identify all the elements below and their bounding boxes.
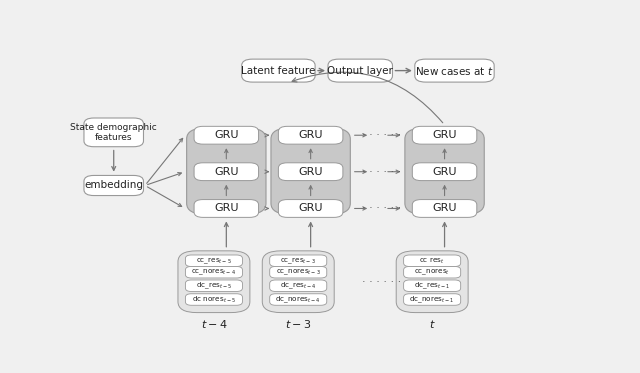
Text: · · · · · ·: · · · · · · [362,203,401,213]
FancyBboxPatch shape [278,163,343,181]
FancyBboxPatch shape [178,251,250,313]
FancyBboxPatch shape [405,128,484,214]
Text: cc_res$_{t-5}$: cc_res$_{t-5}$ [196,256,232,266]
FancyBboxPatch shape [269,280,327,291]
Text: Latent feature: Latent feature [241,66,316,76]
Text: GRU: GRU [298,203,323,213]
Text: embedding: embedding [84,181,143,191]
Text: dc nores$_{t-5}$: dc nores$_{t-5}$ [192,294,236,305]
FancyBboxPatch shape [396,251,468,313]
Text: dc_res$_{t-4}$: dc_res$_{t-4}$ [280,280,317,291]
FancyBboxPatch shape [278,126,343,144]
FancyBboxPatch shape [412,163,477,181]
FancyBboxPatch shape [186,294,243,305]
FancyBboxPatch shape [404,280,461,291]
FancyBboxPatch shape [278,200,343,217]
Text: cc_nores$_{t}$: cc_nores$_{t}$ [414,267,450,278]
FancyBboxPatch shape [412,200,477,217]
FancyBboxPatch shape [415,59,494,82]
FancyBboxPatch shape [404,266,461,278]
Text: GRU: GRU [214,203,239,213]
FancyBboxPatch shape [84,118,143,147]
Text: State demographic
features: State demographic features [70,123,157,142]
FancyBboxPatch shape [328,59,392,82]
FancyBboxPatch shape [194,200,259,217]
FancyBboxPatch shape [194,126,259,144]
FancyBboxPatch shape [186,255,243,266]
Text: · · · · · ·: · · · · · · [362,167,401,177]
Text: New cases at $t$: New cases at $t$ [415,65,494,76]
FancyBboxPatch shape [84,175,143,195]
Text: Output layer: Output layer [327,66,393,76]
Text: GRU: GRU [432,130,457,140]
Text: cc_nores$_{t-4}$: cc_nores$_{t-4}$ [191,267,236,278]
Text: dc_nores$_{t-1}$: dc_nores$_{t-1}$ [410,294,455,305]
Text: GRU: GRU [298,130,323,140]
Text: dc_res$_{t-1}$: dc_res$_{t-1}$ [414,280,451,291]
FancyBboxPatch shape [404,255,461,266]
FancyBboxPatch shape [271,128,350,214]
FancyBboxPatch shape [269,255,327,266]
Text: dc_res$_{t-5}$: dc_res$_{t-5}$ [196,280,232,291]
FancyBboxPatch shape [187,128,266,214]
Text: cc_nores$_{t-3}$: cc_nores$_{t-3}$ [276,267,321,278]
FancyBboxPatch shape [242,59,315,82]
FancyBboxPatch shape [412,126,477,144]
Text: dc_nores$_{t-4}$: dc_nores$_{t-4}$ [275,294,321,305]
FancyBboxPatch shape [262,251,334,313]
Text: GRU: GRU [214,167,239,177]
Text: cc res$_{t}$: cc res$_{t}$ [419,256,445,266]
FancyBboxPatch shape [186,266,243,278]
Text: GRU: GRU [432,167,457,177]
FancyBboxPatch shape [194,163,259,181]
Text: GRU: GRU [298,167,323,177]
Text: $t-4$: $t-4$ [201,318,227,330]
FancyBboxPatch shape [186,280,243,291]
Text: GRU: GRU [432,203,457,213]
Text: GRU: GRU [214,130,239,140]
Text: cc_res$_{t-3}$: cc_res$_{t-3}$ [280,256,316,266]
FancyBboxPatch shape [269,266,327,278]
Text: · · · · · ·: · · · · · · [362,130,401,140]
Text: · · · · · ·: · · · · · · [362,277,401,287]
Text: $t$: $t$ [429,318,435,330]
Text: $t-3$: $t-3$ [285,318,311,330]
FancyBboxPatch shape [269,294,327,305]
FancyBboxPatch shape [404,294,461,305]
